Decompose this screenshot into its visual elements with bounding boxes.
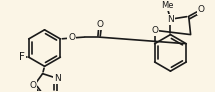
Text: Me: Me xyxy=(161,1,174,10)
Text: F: F xyxy=(19,52,25,62)
Text: O: O xyxy=(151,26,158,35)
Text: O: O xyxy=(198,5,205,14)
Text: N: N xyxy=(167,15,174,24)
Text: O: O xyxy=(29,81,37,90)
Text: O: O xyxy=(96,20,103,29)
Text: O: O xyxy=(68,33,75,43)
Text: N: N xyxy=(54,74,61,83)
